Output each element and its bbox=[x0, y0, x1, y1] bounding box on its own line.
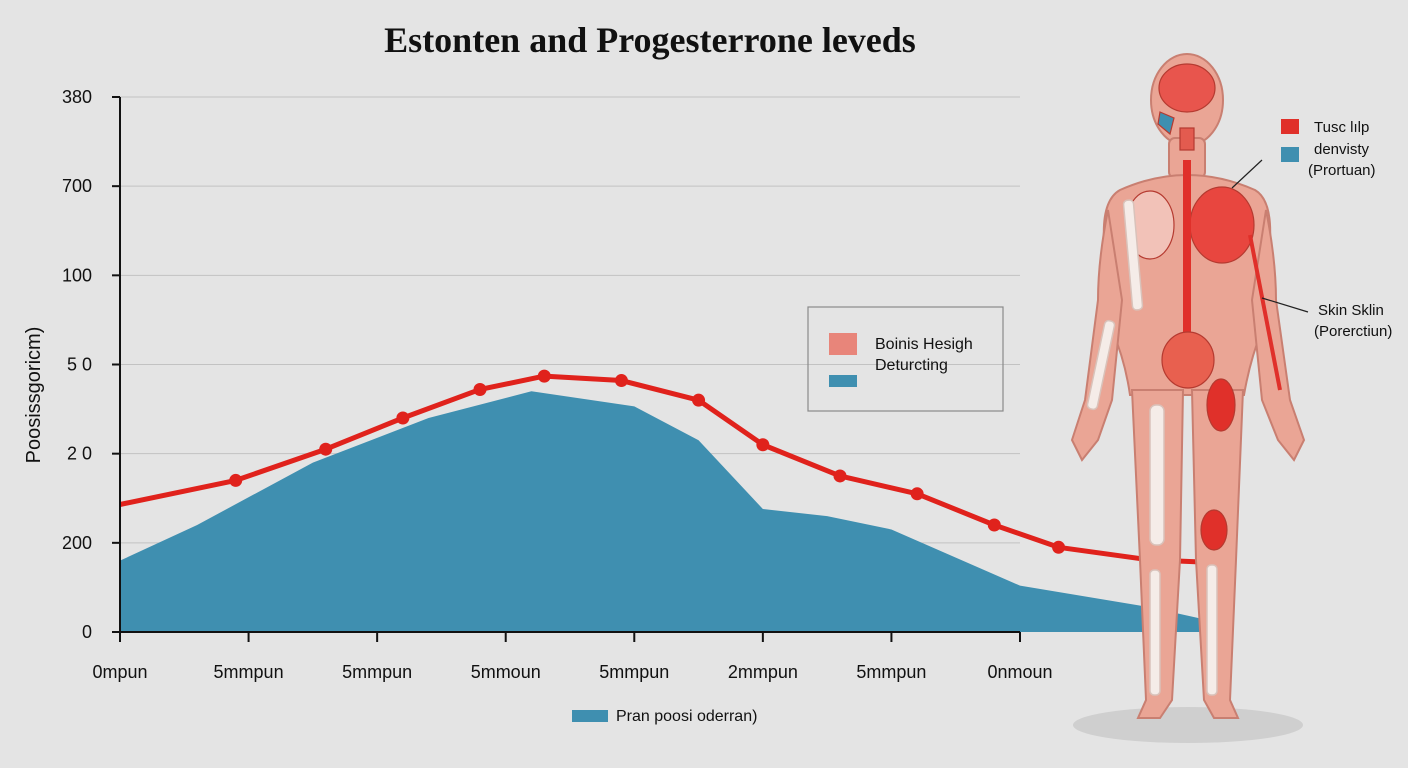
organs bbox=[1125, 63, 1282, 551]
x-tick-label: 5mmoun bbox=[471, 662, 541, 682]
data-point bbox=[537, 369, 551, 383]
area-series bbox=[120, 391, 1213, 632]
y-tick-label: 0 bbox=[82, 622, 92, 642]
x-tick-label: 5mmpun bbox=[342, 662, 412, 682]
x-tick-label: 2mmpun bbox=[728, 662, 798, 682]
x-tick-label: 5mmpun bbox=[599, 662, 669, 682]
data-point bbox=[910, 487, 924, 501]
data-point bbox=[473, 382, 487, 396]
y-tick-label: 380 bbox=[62, 87, 92, 107]
data-point bbox=[319, 442, 333, 456]
chart-title: Estonten and Progesterrone leveds bbox=[384, 20, 916, 60]
figure-legend-swatch bbox=[1281, 147, 1299, 162]
figure-legend-note: (Prortuan) bbox=[1308, 162, 1376, 179]
callout-note: (Porerctiun) bbox=[1314, 323, 1392, 340]
data-point bbox=[987, 518, 1001, 532]
data-point bbox=[614, 374, 628, 388]
y-axis-label: Poosissgoricm) bbox=[23, 327, 45, 464]
data-point bbox=[692, 393, 706, 407]
callout-line-top bbox=[1231, 159, 1263, 189]
bottom-legend: Pran poosi oderran) bbox=[572, 708, 757, 725]
y-tick-labels: 0 200 2 0 5 0 100 700 380 bbox=[62, 87, 92, 642]
chart-legend: Boinis Hesigh Deturcting bbox=[807, 306, 1004, 412]
legend-label: Deturcting bbox=[875, 357, 948, 374]
legend-label: Boinis Hesigh bbox=[875, 336, 973, 353]
y-tick-label: 100 bbox=[62, 265, 92, 285]
bones bbox=[1086, 199, 1218, 696]
data-point bbox=[833, 469, 847, 483]
x-tick-label: 5mmpun bbox=[856, 662, 926, 682]
line-series-layer bbox=[119, 369, 1213, 567]
data-point bbox=[1052, 540, 1066, 554]
anatomy-figure bbox=[1070, 53, 1309, 743]
y-tick-label: 200 bbox=[62, 533, 92, 553]
y-tick-label: 5 0 bbox=[67, 355, 92, 375]
data-point bbox=[229, 473, 243, 487]
x-tick-label: 5mmpun bbox=[214, 662, 284, 682]
bottom-legend-label: Pran poosi oderran) bbox=[616, 708, 757, 725]
figure-legend: Tusc lılp denvisty (Prortuan) Skin Sklin… bbox=[1281, 119, 1392, 340]
figure-legend-label: denvisty bbox=[1314, 141, 1370, 158]
bottom-legend-swatch bbox=[572, 710, 608, 722]
legend-swatch bbox=[829, 333, 857, 355]
figure-legend-swatch bbox=[1281, 119, 1299, 134]
y-tick-label: 700 bbox=[62, 176, 92, 196]
data-point bbox=[756, 438, 770, 452]
y-tick-label: 2 0 bbox=[67, 444, 92, 464]
legend-frame bbox=[807, 306, 1004, 412]
figure-legend-label: Tusc lılp bbox=[1314, 119, 1369, 136]
x-tick-label: 0mpun bbox=[92, 662, 147, 682]
x-tick-labels: 0mpun 5mmpun 5mmpun 5mmoun 5mmpun 2mmpun 5mmpu… bbox=[92, 662, 1052, 682]
legend-swatch bbox=[829, 375, 857, 387]
axes bbox=[112, 96, 1021, 642]
callout-line-right bbox=[1261, 297, 1309, 313]
x-tick-label: 0nmoun bbox=[987, 662, 1052, 682]
callout-label: Skin Sklin bbox=[1318, 302, 1384, 319]
data-point bbox=[396, 411, 410, 425]
area-series-layer bbox=[120, 391, 1213, 632]
figure-shadow bbox=[1073, 707, 1303, 743]
